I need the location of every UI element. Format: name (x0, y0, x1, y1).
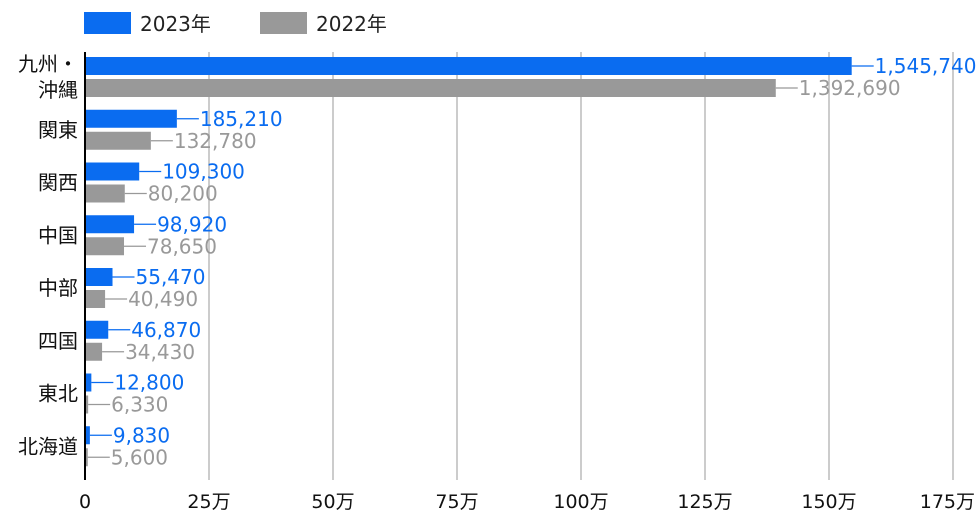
data-label-0-1: 185,210 (200, 107, 283, 131)
bar-0-7 (85, 426, 90, 445)
x-tick-label-5: 125万 (677, 491, 732, 513)
data-label-1-4: 40,490 (128, 287, 198, 311)
category-label-6-0: 東北 (38, 382, 78, 406)
x-tick-label-4: 100万 (553, 491, 608, 513)
x-tick-label-2: 50万 (311, 491, 354, 513)
data-label-1-7: 5,600 (111, 445, 168, 469)
category-label-4-0: 中部 (38, 276, 78, 300)
data-label-0-2: 109,300 (162, 160, 245, 184)
bar-0-4 (85, 268, 113, 286)
x-tick-label-0: 0 (79, 491, 91, 513)
category-label-0-0: 九州・ (18, 52, 78, 76)
bar-0-3 (85, 215, 135, 234)
data-label-1-3: 78,650 (147, 234, 217, 258)
data-label-0-7: 9,830 (113, 423, 170, 447)
bar-0-2 (85, 162, 140, 181)
category-label-5-0: 四国 (38, 329, 78, 353)
bar-0-0 (85, 57, 852, 75)
legend: 2023年 2022年 (84, 12, 387, 36)
x-tick-label-7: 175万 (920, 491, 975, 513)
data-label-0-3: 98,920 (157, 212, 227, 236)
x-tick-label-6: 150万 (801, 491, 856, 513)
data-label-1-5: 34,430 (125, 340, 195, 364)
label-leaders (87, 65, 874, 458)
x-tick-label-3: 75万 (435, 491, 478, 513)
bar-1-5 (85, 342, 103, 361)
x-tick-label-1: 25万 (187, 491, 230, 513)
data-label-1-0: 1,392,690 (799, 76, 901, 100)
bar-1-2 (85, 184, 125, 203)
category-label-2-0: 関西 (38, 171, 78, 195)
bar-0-6 (85, 373, 92, 392)
bar-1-1 (85, 131, 151, 150)
data-label-1-1: 132,780 (174, 129, 257, 153)
data-label-0-4: 55,470 (136, 265, 206, 289)
legend-label-1: 2022年 (316, 12, 387, 36)
bar-1-3 (85, 237, 125, 256)
legend-swatch-0 (84, 12, 131, 34)
legend-label-0: 2023年 (140, 12, 211, 36)
data-label-1-2: 80,200 (148, 182, 218, 206)
category-label-3-0: 中国 (38, 223, 78, 247)
bar-1-6 (85, 395, 89, 414)
bars (85, 57, 852, 467)
category-label-1-0: 関東 (38, 118, 78, 142)
bar-1-0 (85, 79, 776, 97)
bar-0-5 (85, 320, 109, 339)
legend-swatch-1 (260, 12, 307, 34)
data-label-0-5: 46,870 (131, 318, 201, 342)
x-axis-ticks: 0 25万 50万 75万 100万 125万 150万 175万 (79, 491, 975, 513)
data-label-1-6: 6,330 (111, 393, 168, 417)
bar-1-4 (85, 290, 106, 308)
gridlines (208, 52, 954, 480)
category-label-7-0: 北海道 (18, 434, 78, 458)
category-label-0-1: 沖縄 (38, 78, 78, 102)
bar-1-7 (85, 448, 88, 467)
data-label-0-6: 12,800 (114, 371, 184, 395)
data-label-0-0: 1,545,740 (875, 54, 977, 78)
bar-0-1 (85, 109, 177, 128)
